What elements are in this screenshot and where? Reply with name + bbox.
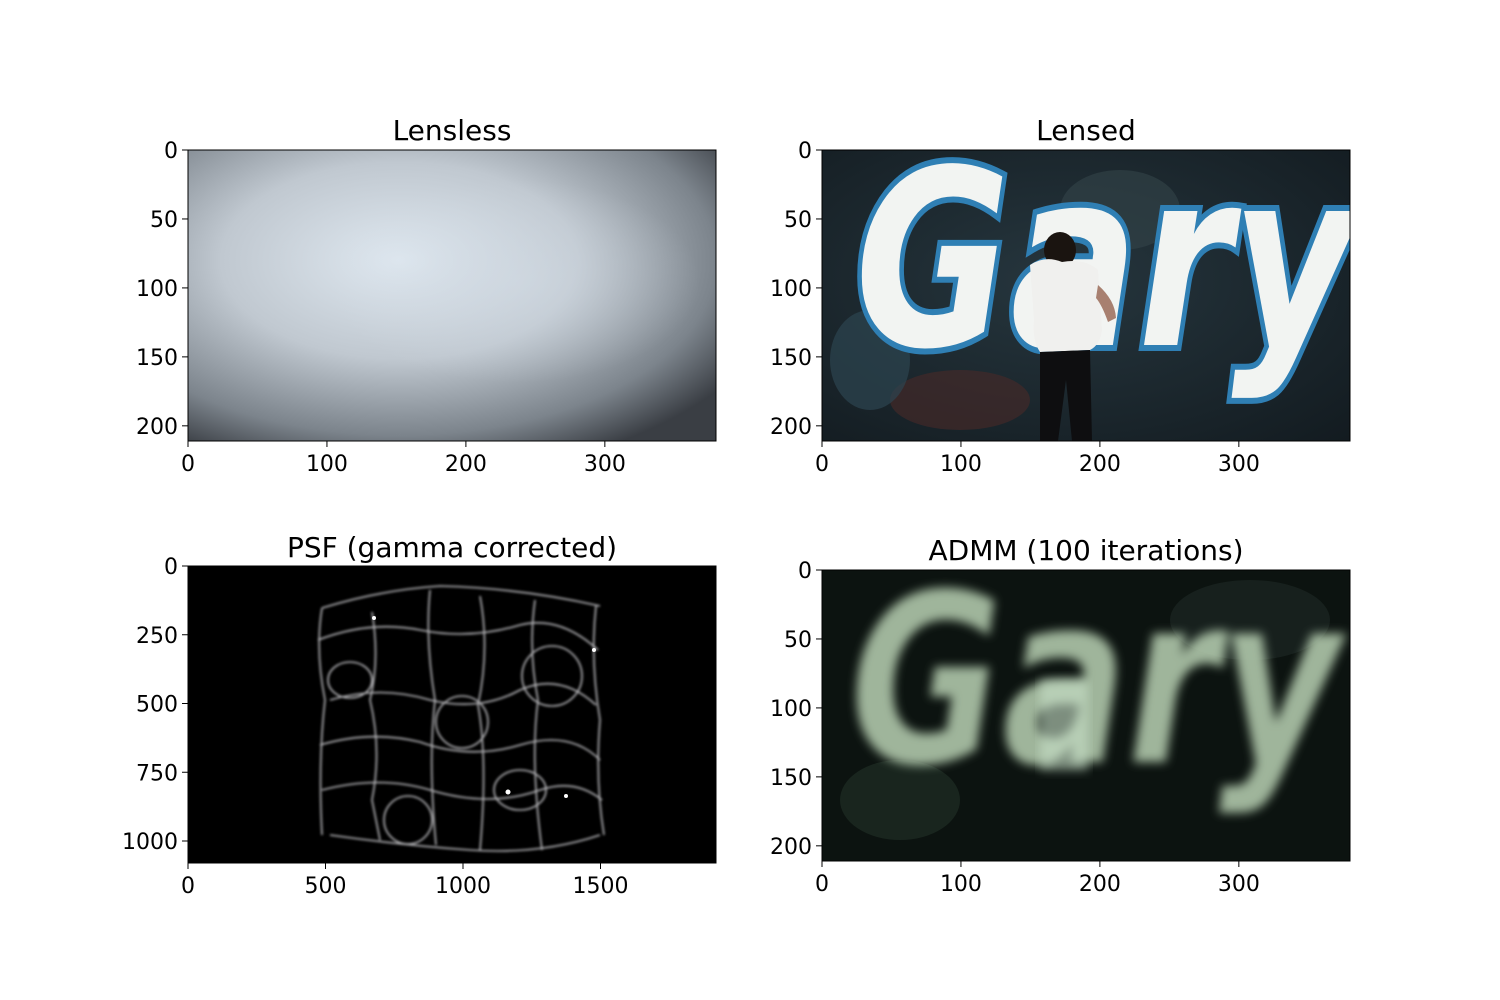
image-psf (188, 566, 716, 863)
y-tick-label: 200 (136, 415, 178, 440)
y-tick-label: 150 (770, 766, 812, 791)
panel-title: Lensed (1036, 114, 1136, 147)
image-lensless (187, 149, 717, 442)
y-tick-label: 0 (798, 139, 812, 164)
x-tick-label: 1000 (435, 874, 491, 899)
panel-psf: PSF (gamma corrected) (122, 531, 717, 899)
x-tick-label: 200 (1079, 452, 1121, 477)
x-tick-label: 300 (584, 452, 626, 477)
x-tick-label: 0 (815, 872, 829, 897)
y-tick-label: 250 (136, 624, 178, 649)
x-tick-label: 300 (1218, 452, 1260, 477)
x-tick-label: 0 (815, 452, 829, 477)
x-tick-label: 100 (940, 872, 982, 897)
x-tick-label: 100 (306, 452, 348, 477)
y-tick-label: 0 (164, 139, 178, 164)
y-tick-label: 50 (784, 628, 812, 653)
y-tick-label: 150 (770, 346, 812, 371)
y-tick-label: 50 (150, 208, 178, 233)
axes: 0 500 1000 1500 0 250 500 750 1000 (122, 555, 629, 899)
image-admm: Gary (822, 545, 1350, 861)
y-tick-label: 200 (770, 415, 812, 440)
x-tick-label: 0 (181, 874, 195, 899)
panel-title: Lensless (393, 114, 512, 147)
x-tick-label: 100 (940, 452, 982, 477)
reconstructed-text: Gary (850, 545, 1347, 818)
panel-admm: ADMM (100 iterations) Gary 0 100 200 300 0 50… (770, 534, 1351, 897)
image-lensed: Gary (822, 118, 1362, 441)
person (1030, 232, 1116, 441)
y-tick-label: 100 (770, 697, 812, 722)
x-tick-label: 500 (305, 874, 347, 899)
panel-title: PSF (gamma corrected) (287, 531, 617, 564)
graffiti-text: Gary (855, 118, 1362, 403)
axes: 0 100 200 300 0 50 100 150 200 (770, 139, 1260, 477)
axes: 0 100 200 300 0 50 100 150 200 (770, 559, 1260, 897)
x-tick-label: 200 (1079, 872, 1121, 897)
y-tick-label: 0 (798, 559, 812, 584)
y-tick-label: 1000 (122, 830, 178, 855)
x-tick-label: 200 (445, 452, 487, 477)
y-tick-label: 150 (136, 346, 178, 371)
axes: 0 100 200 300 0 50 100 150 200 (136, 139, 626, 477)
panel-title: ADMM (100 iterations) (929, 534, 1244, 567)
y-tick-label: 100 (770, 277, 812, 302)
y-tick-label: 750 (136, 761, 178, 786)
y-tick-label: 100 (136, 277, 178, 302)
y-tick-label: 50 (784, 208, 812, 233)
panel-lensless: Lensless 0 100 200 300 0 50 100 150 200 (136, 114, 717, 477)
x-tick-label: 1500 (573, 874, 629, 899)
y-tick-label: 500 (136, 693, 178, 718)
y-tick-label: 0 (164, 555, 178, 580)
panel-lensed: Lensed Gary 0 100 200 300 0 50 100 150 200 (770, 114, 1362, 477)
x-tick-label: 0 (181, 452, 195, 477)
x-tick-label: 300 (1218, 872, 1260, 897)
y-tick-label: 200 (770, 835, 812, 860)
